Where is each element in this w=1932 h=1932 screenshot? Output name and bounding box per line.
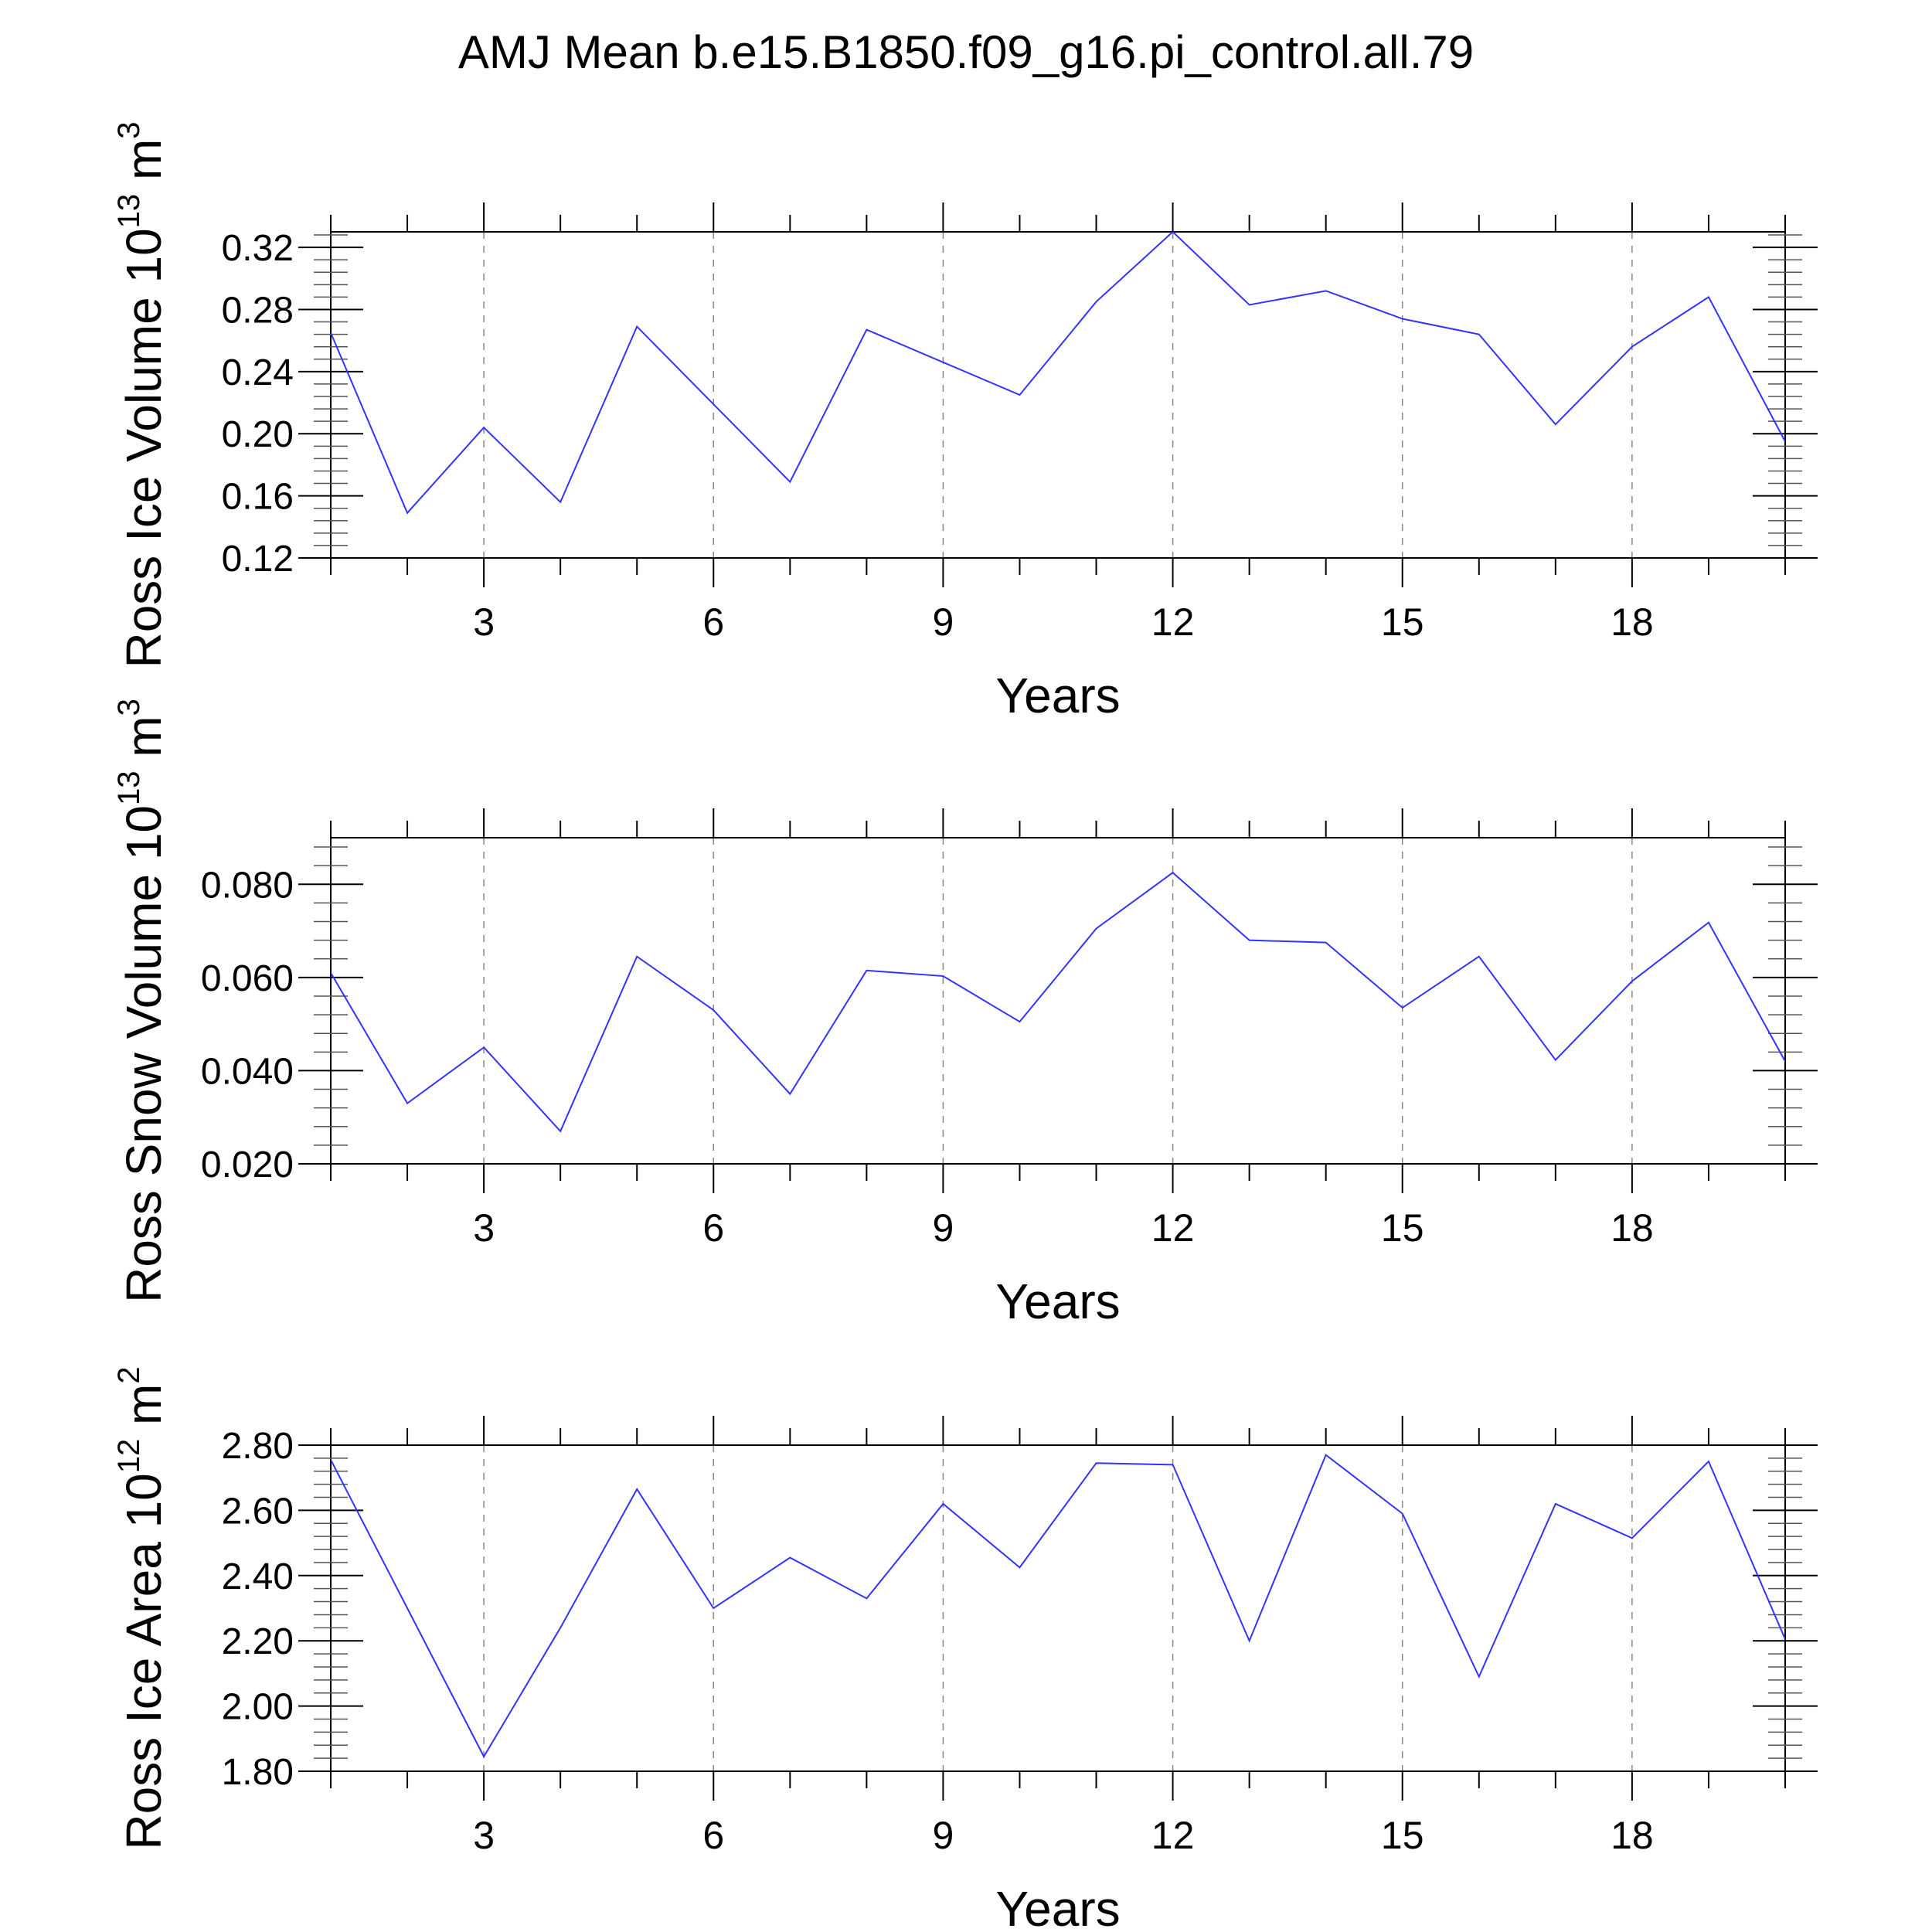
- x-tick-label: 18: [1611, 1206, 1654, 1250]
- x-tick-label: 12: [1151, 600, 1195, 644]
- series-line: [331, 871, 1785, 1133]
- y-tick-label: 0.12: [222, 539, 294, 580]
- plot-frame: [330, 231, 1786, 559]
- x-tick-label: 15: [1381, 1206, 1424, 1250]
- y-tick-label: 2.80: [222, 1426, 294, 1467]
- y-axis-label-text: Ross Ice Volume 10: [116, 228, 172, 668]
- y-tick-label: 0.080: [201, 865, 294, 906]
- x-tick-label: 3: [473, 1206, 495, 1250]
- y-axis-label-unit-exponent: 3: [112, 699, 146, 716]
- y-tick-label: 0.24: [222, 352, 294, 393]
- x-tick-label: 3: [473, 1814, 495, 1857]
- y-tick-label: 0.060: [201, 958, 294, 999]
- x-tick-label: 9: [933, 1814, 954, 1857]
- x-tick-label: 12: [1151, 1814, 1195, 1857]
- y-tick-label: 2.20: [222, 1621, 294, 1662]
- x-tick-label: 3: [473, 600, 495, 644]
- series-line: [331, 232, 1785, 515]
- y-axis-label-text: Ross Ice Area 10: [116, 1473, 172, 1849]
- y-tick-label: 1.80: [222, 1752, 294, 1793]
- x-tick-label: 6: [702, 1814, 724, 1857]
- x-tick-label: 18: [1611, 600, 1654, 644]
- chart-panel-3: 3 6 9 12 15 18 Years 1.80 2.00 2.20 2.40 2.60 2.80 Ro…: [112, 1366, 1818, 1932]
- chart-panel-1: 3 6 9 12 15 18 Years 0.12 0.16 0.20 0.24 0.28 0.32 Ro…: [112, 121, 1818, 723]
- y-axis-label-unit: m: [116, 1384, 172, 1439]
- y-axis-label-exponent: 12: [112, 1439, 146, 1474]
- y-tick-label: 0.20: [222, 414, 294, 455]
- y-axis-label-unit-exponent: 3: [112, 121, 146, 138]
- x-tick-label: 9: [933, 600, 954, 644]
- y-axis-label-unit: m: [116, 139, 172, 194]
- x-tick-label: 6: [702, 600, 724, 644]
- x-tick-label: 9: [933, 1206, 954, 1250]
- y-tick-label: 0.32: [222, 228, 294, 269]
- y-tick-label: 2.60: [222, 1491, 294, 1532]
- x-axis-label: Years: [995, 1274, 1120, 1329]
- y-axis-label-unit-exponent: 2: [112, 1366, 146, 1383]
- x-tick-label: 12: [1151, 1206, 1195, 1250]
- y-axis-label: Ross Ice Area 1012 m2: [112, 1366, 172, 1849]
- y-axis-label: Ross Snow Volume 1013 m3: [112, 699, 172, 1303]
- y-axis-label-unit: m: [116, 716, 172, 770]
- chart-panels: 3 6 9 12 15 18 Years 0.12 0.16 0.20 0.24 0.28 0.32 Ro…: [112, 121, 1818, 1932]
- x-tick-label: 15: [1381, 600, 1424, 644]
- y-axis-label-text: Ross Snow Volume 10: [116, 805, 172, 1303]
- y-axis-label: Ross Ice Volume 1013 m3: [112, 121, 172, 668]
- x-axis-label: Years: [995, 668, 1120, 723]
- x-tick-label: 6: [702, 1206, 724, 1250]
- y-tick-label: 2.40: [222, 1556, 294, 1597]
- x-tick-label: 15: [1381, 1814, 1424, 1857]
- y-tick-label: 0.16: [222, 477, 294, 518]
- y-tick-label: 0.020: [201, 1145, 294, 1185]
- y-tick-label: 0.040: [201, 1051, 294, 1092]
- x-axis-label: Years: [995, 1881, 1120, 1932]
- y-tick-label: 2.00: [222, 1687, 294, 1728]
- plot-frame: [330, 837, 1786, 1165]
- chart-panel-2: 3 6 9 12 15 18 Years 0.020 0.040 0.060 0.080 Ross S…: [112, 699, 1818, 1329]
- x-tick-label: 18: [1611, 1814, 1654, 1857]
- series-line: [331, 1454, 1785, 1759]
- chart-title: AMJ Mean b.e15.B1850.f09_g16.pi_control.…: [458, 26, 1474, 78]
- y-axis-label-exponent: 13: [112, 770, 146, 805]
- y-axis-label-exponent: 13: [112, 194, 146, 229]
- plot-frame: [330, 1444, 1786, 1772]
- y-tick-label: 0.28: [222, 290, 294, 331]
